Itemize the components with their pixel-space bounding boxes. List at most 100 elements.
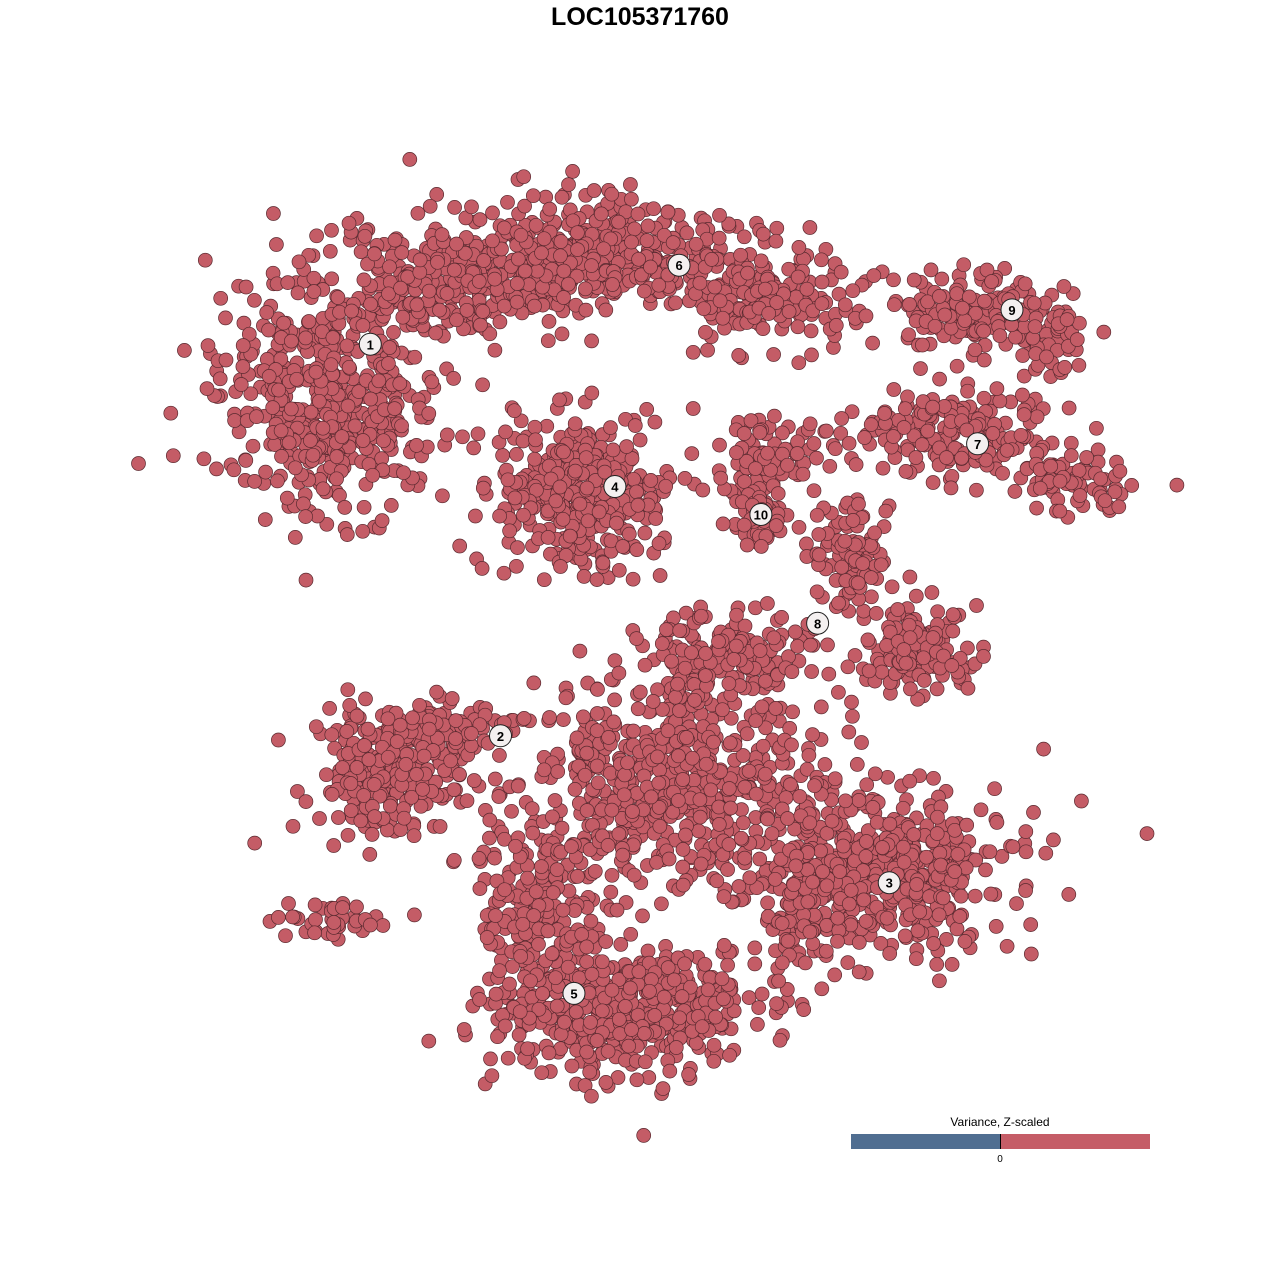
data-point	[509, 294, 525, 310]
data-point	[623, 926, 639, 942]
data-point	[757, 766, 773, 782]
data-point	[752, 425, 768, 440]
data-point	[999, 442, 1015, 458]
data-point	[671, 748, 686, 764]
data-point	[218, 352, 234, 368]
data-point	[542, 201, 558, 217]
data-point	[396, 810, 412, 826]
data-point	[394, 418, 409, 434]
data-point	[1018, 883, 1033, 898]
data-point	[909, 877, 925, 892]
data-point	[736, 229, 752, 245]
data-point	[982, 844, 998, 860]
data-point	[449, 312, 464, 328]
data-point	[973, 802, 989, 818]
data-point	[429, 684, 444, 700]
data-point	[562, 528, 578, 544]
data-point	[650, 749, 665, 765]
data-point	[447, 200, 462, 215]
data-point	[716, 991, 731, 1007]
data-point	[828, 318, 844, 333]
data-point	[882, 946, 898, 961]
data-point	[675, 859, 691, 875]
data-point	[813, 843, 828, 859]
data-point	[707, 279, 723, 295]
data-point	[796, 1002, 812, 1017]
data-point	[496, 220, 512, 236]
data-point	[672, 703, 687, 718]
data-point	[579, 745, 595, 761]
data-point	[584, 258, 599, 273]
data-point	[598, 302, 614, 318]
data-point	[754, 699, 770, 715]
data-point	[890, 602, 906, 617]
data-point	[341, 359, 357, 375]
data-point	[858, 913, 874, 929]
data-point	[247, 835, 263, 851]
data-point	[754, 986, 770, 1002]
data-point	[337, 500, 353, 515]
data-point	[692, 809, 708, 825]
data-point	[760, 895, 775, 911]
data-point	[1072, 488, 1088, 503]
data-point	[308, 912, 323, 927]
data-point	[668, 1040, 684, 1055]
data-point	[817, 757, 833, 772]
data-point	[882, 816, 898, 832]
data-point	[902, 773, 918, 789]
data-point	[711, 817, 727, 832]
data-point	[421, 406, 437, 421]
data-point	[434, 227, 450, 242]
data-point	[344, 303, 359, 319]
data-point	[715, 310, 731, 326]
data-point	[561, 177, 576, 192]
data-point	[235, 338, 251, 353]
data-point	[525, 825, 541, 841]
data-point	[528, 217, 544, 233]
data-point	[1032, 480, 1048, 496]
data-point	[578, 302, 594, 318]
data-point	[1015, 387, 1030, 403]
data-point	[587, 863, 603, 879]
data-point	[830, 910, 846, 926]
data-point	[855, 556, 871, 571]
data-point	[780, 811, 795, 826]
data-point	[589, 572, 605, 587]
data-point	[641, 1070, 657, 1085]
data-point	[626, 471, 641, 487]
data-point	[621, 526, 637, 542]
data-point	[584, 333, 599, 349]
data-point	[875, 460, 891, 476]
data-point	[863, 570, 879, 585]
data-point	[621, 1038, 637, 1054]
data-point	[492, 963, 507, 979]
data-point	[635, 908, 650, 924]
data-point	[233, 377, 249, 392]
data-point	[589, 706, 605, 721]
data-point	[655, 1081, 671, 1096]
data-point	[926, 770, 941, 786]
data-point	[927, 318, 943, 334]
data-point	[670, 676, 685, 692]
data-point	[526, 675, 542, 691]
data-point	[1013, 427, 1029, 443]
data-point	[492, 314, 508, 330]
data-point	[475, 377, 490, 393]
data-point	[591, 504, 607, 520]
data-point	[1112, 463, 1128, 479]
data-point	[131, 456, 146, 471]
data-point	[579, 1044, 595, 1060]
data-point	[896, 642, 912, 657]
data-point	[492, 508, 507, 524]
data-point	[989, 381, 1005, 396]
data-point	[259, 305, 275, 320]
data-point	[432, 819, 448, 834]
data-point	[956, 257, 972, 273]
data-point	[413, 798, 429, 814]
data-point	[1072, 315, 1087, 331]
data-point	[1063, 448, 1079, 463]
data-point	[482, 830, 497, 846]
data-point	[943, 480, 959, 496]
data-point	[527, 298, 542, 314]
data-point	[257, 512, 273, 527]
